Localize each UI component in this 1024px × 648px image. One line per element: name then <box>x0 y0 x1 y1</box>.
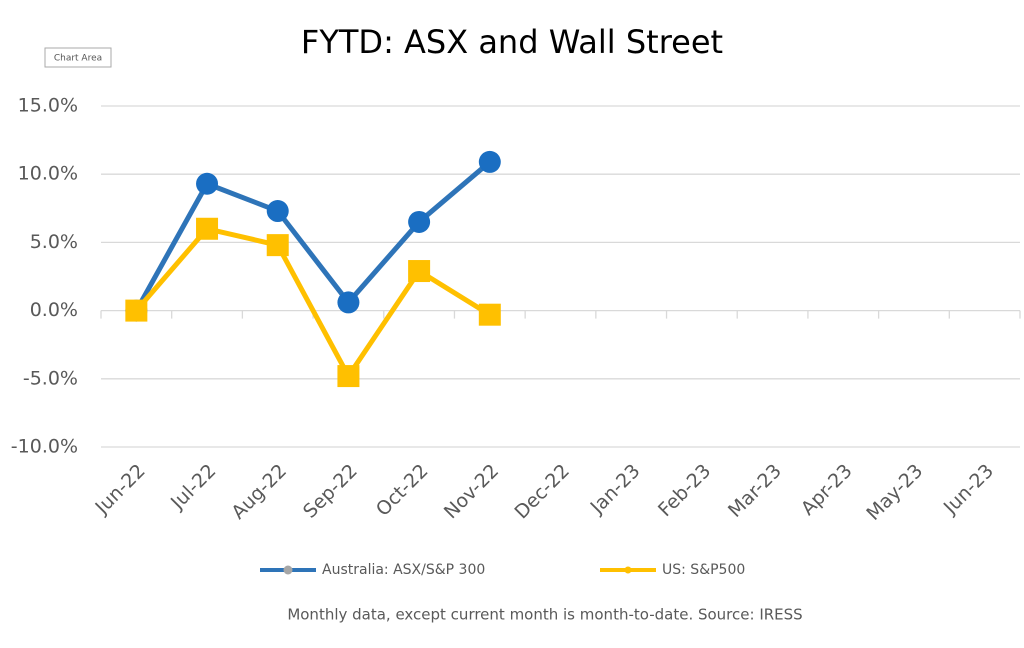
x-tick-label: Nov-22 <box>440 460 503 523</box>
marker <box>266 200 289 223</box>
y-tick-label: 15.0% <box>18 95 78 117</box>
y-tick-label: -10.0% <box>11 436 78 458</box>
footnote: Monthly data, except current month is mo… <box>287 606 802 624</box>
x-tick-label: Feb-23 <box>654 460 715 521</box>
marker <box>408 260 431 283</box>
marker <box>266 234 289 257</box>
x-tick-label: Jun-23 <box>939 460 998 519</box>
y-tick-label: 0.0% <box>30 299 78 321</box>
x-tick-label: May-23 <box>862 460 927 525</box>
series-line <box>134 160 492 312</box>
marker <box>125 299 148 322</box>
chart-title: FYTD: ASX and Wall Street <box>301 23 723 61</box>
legend-label: Australia: ASX/S&P 300 <box>322 562 485 578</box>
marker <box>478 303 501 326</box>
tooltip-box <box>44 47 112 68</box>
marker <box>337 365 360 388</box>
x-tick-label: Sep-22 <box>299 460 362 523</box>
legend-marker <box>624 566 632 574</box>
x-tick-label: Jun-22 <box>91 460 150 519</box>
x-tick-label: Dec-22 <box>510 460 574 524</box>
x-tick-label: Aug-22 <box>227 460 291 524</box>
marker <box>408 210 431 233</box>
x-tick-label: Jul-22 <box>166 460 220 514</box>
series-line <box>134 226 492 379</box>
marker <box>196 217 219 240</box>
x-tick-label: Mar-23 <box>724 460 786 522</box>
x-tick-label: Oct-22 <box>372 460 433 521</box>
x-tick-label: Apr-23 <box>797 460 857 520</box>
x-tick-label: Jan-23 <box>586 460 645 519</box>
marker <box>337 291 360 314</box>
tooltip: Chart Area <box>54 54 102 64</box>
legend-marker <box>283 565 293 575</box>
marker <box>478 150 501 173</box>
legend-label: US: S&P500 <box>662 562 745 578</box>
y-tick-label: 5.0% <box>30 231 78 253</box>
y-tick-label: -5.0% <box>23 367 78 389</box>
marker <box>196 172 219 195</box>
y-tick-label: 10.0% <box>18 163 78 185</box>
